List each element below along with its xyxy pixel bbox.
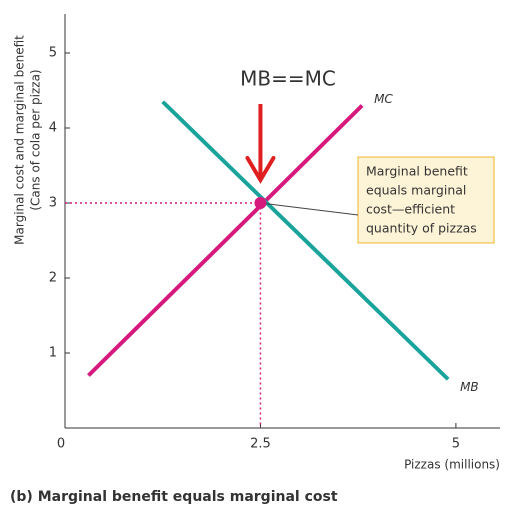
- series-label: MC: [374, 92, 393, 106]
- annotation-arrowhead: [245, 156, 276, 184]
- x-tick-label: 2.5: [250, 437, 271, 452]
- y-tick-label: 2: [49, 271, 57, 286]
- callout-text: cost—efficient: [366, 202, 455, 217]
- annotation: MB==MC: [240, 67, 336, 91]
- series-line: [161, 100, 450, 381]
- equilibrium-point: [254, 197, 267, 209]
- leader-line: [260, 202, 359, 216]
- y-tick-label: 1: [49, 346, 57, 361]
- caption: (b) Marginal benefit equals marginal cos…: [10, 489, 338, 505]
- callout-text: Marginal benefit: [366, 164, 468, 179]
- callout-text: quantity of pizzas: [366, 221, 477, 236]
- y-axis-label: (Cans of cola per pizza): [29, 69, 43, 210]
- x-axis-label: Pizzas (millions): [404, 458, 500, 472]
- callout-text: equals marginal: [366, 183, 466, 198]
- y-tick-label: 4: [49, 121, 57, 136]
- series-line: [87, 104, 364, 377]
- series-label: MB: [460, 380, 479, 394]
- x-tick-label: 5: [452, 437, 460, 452]
- callout-box: [357, 156, 495, 244]
- y-axis-label: Marginal cost and marginal benefit: [13, 35, 27, 245]
- x-tick-label: 0: [57, 437, 65, 452]
- y-tick-label: 3: [49, 196, 57, 211]
- y-tick-label: 5: [49, 46, 57, 61]
